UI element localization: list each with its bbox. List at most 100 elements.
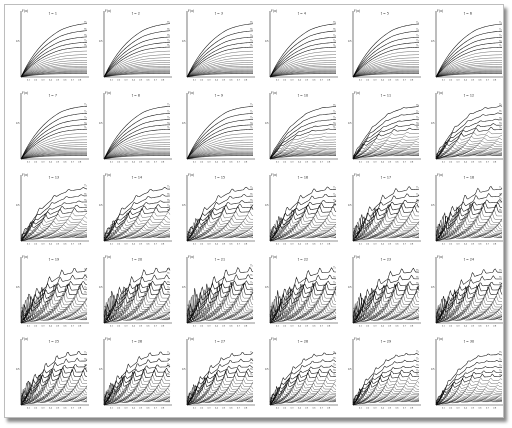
series-line: [269, 387, 337, 405]
x-tick-label: 0.6: [395, 244, 399, 246]
panel: 0.1 0.2 0.3 0.4 0.5 0.6 0.7 0.80.5F(x)t = 30T₁T…: [431, 337, 503, 410]
series-line: [186, 71, 254, 78]
x-tick-label: 0.5: [471, 408, 475, 410]
series-line: [186, 396, 254, 405]
curve-label: T₁: [416, 269, 418, 272]
panel: 0.1 0.2 0.3 0.4 0.5 0.6 0.7 0.80.5F(x)t = 15T₁T…: [182, 173, 255, 246]
series-line: [186, 133, 254, 160]
curve-label: T₁: [167, 104, 169, 107]
curve-label: T₂: [84, 28, 86, 31]
panel-label: t = 27: [215, 340, 225, 344]
series-line: [186, 149, 254, 160]
panel-label: t = 21: [215, 258, 225, 262]
x-tick-label: 0.3: [373, 162, 377, 164]
series-line: [186, 203, 254, 241]
panel: 0.1 0.2 0.3 0.4 0.5 0.6 0.7 0.80.5F(x)t = 21T₁T…: [182, 255, 255, 328]
y-axis-title: F(x): [105, 9, 111, 13]
series-line: [103, 230, 171, 242]
series-line: [20, 397, 88, 406]
x-tick-label: 0.4: [381, 244, 385, 246]
curve-label: T₅: [499, 209, 501, 212]
x-tick-label: 0.8: [410, 244, 414, 246]
panel: 0.1 0.2 0.3 0.4 0.5 0.6 0.7 0.80.5F(x)t = 16T₁T…: [265, 173, 338, 246]
series-line: [103, 71, 170, 78]
curve-label: T₁: [167, 268, 169, 271]
series-line: [352, 398, 420, 405]
x-tick-label: 0.5: [471, 244, 475, 246]
series-line: [435, 353, 503, 406]
series-line: [435, 62, 502, 78]
series-line: [103, 149, 171, 160]
curve-label: T₅: [250, 44, 252, 47]
x-tick-label: 0.8: [78, 80, 82, 82]
x-tick-label: 0.1: [27, 80, 31, 82]
series-line: [186, 42, 254, 78]
curve-label: T₅: [84, 209, 86, 212]
x-tick-label: 0.1: [27, 244, 31, 246]
curve-label: T₂: [499, 276, 501, 279]
series-line: [269, 147, 337, 160]
x-tick-label: 0.7: [237, 244, 241, 246]
x-tick-label: 0.6: [395, 162, 399, 164]
series-line: [435, 373, 503, 406]
series-line: [352, 30, 420, 78]
series-line: [269, 71, 337, 78]
series-line: [269, 226, 337, 242]
panel: 0.1 0.2 0.3 0.4 0.5 0.6 0.7 0.80.5F(x)t = 1T₁T₂…: [16, 9, 89, 82]
panel-label: t = 15: [215, 176, 225, 180]
series-line: [352, 112, 420, 158]
curve-label: T₁: [416, 21, 418, 24]
series-line: [103, 154, 170, 160]
curve-label: T₁: [499, 351, 501, 354]
series-line: [269, 316, 337, 324]
series-line: [352, 274, 420, 318]
curve-label: T₃: [416, 364, 418, 367]
x-tick-label: 0.3: [41, 326, 45, 328]
series-line: [269, 313, 336, 323]
series-line: [269, 352, 337, 406]
y-tick-label: 0.5: [431, 122, 435, 125]
x-tick-label: 0.7: [71, 244, 75, 246]
series-line: [269, 382, 337, 405]
y-axis-title: F(x): [354, 173, 360, 177]
x-tick-label: 0.6: [63, 408, 67, 410]
series-line: [352, 396, 420, 405]
x-tick-label: 0.5: [305, 162, 309, 164]
curve-label: T₃: [84, 199, 86, 202]
x-tick-label: 0.7: [237, 326, 241, 328]
series-line: [186, 231, 254, 240]
curve-label: T₃: [84, 364, 86, 367]
x-tick-label: 0.3: [456, 162, 460, 164]
series-line: [269, 234, 337, 242]
series-line: [186, 146, 254, 160]
y-tick-label: 0.5: [348, 122, 352, 125]
x-tick-label: 0.7: [71, 162, 75, 164]
curve-label: T₄: [333, 122, 335, 125]
series-line: [186, 210, 254, 242]
x-tick-label: 0.4: [215, 162, 219, 164]
x-tick-label: 0.6: [478, 326, 482, 328]
curve-label: T₅: [499, 374, 501, 377]
x-tick-label: 0.4: [215, 80, 219, 82]
x-tick-label: 0.7: [486, 162, 490, 164]
curve-label: T₂: [416, 110, 418, 113]
x-tick-label: 0.3: [41, 408, 45, 410]
series-line: [186, 151, 254, 160]
series-line: [103, 106, 171, 160]
panel-label: t = 1: [49, 12, 57, 16]
series-line: [352, 386, 420, 403]
curve-label: T₃: [333, 34, 335, 37]
x-tick-label: 0.2: [200, 408, 204, 410]
x-tick-label: 0.6: [229, 162, 233, 164]
series-line: [103, 351, 171, 406]
curve-label: T₂: [250, 193, 252, 196]
series-line: [186, 66, 253, 78]
curve-label: T₃: [250, 282, 252, 285]
x-tick-label: 0.5: [471, 162, 475, 164]
series-line: [20, 385, 88, 405]
series-line: [269, 67, 337, 78]
series-line: [269, 50, 337, 78]
series-line: [435, 389, 503, 405]
series-line: [435, 57, 502, 78]
series-line: [103, 151, 170, 160]
